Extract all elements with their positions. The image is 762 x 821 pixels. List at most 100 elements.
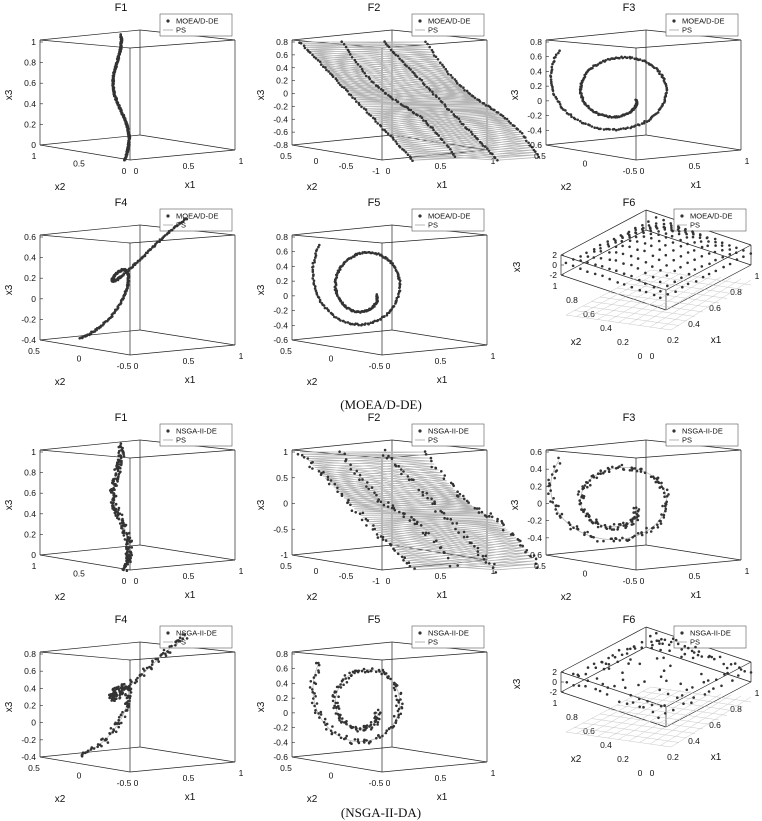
solution-point bbox=[471, 95, 475, 98]
solution-point bbox=[392, 686, 396, 690]
solution-point bbox=[653, 66, 656, 70]
solution-point bbox=[114, 308, 117, 312]
x2-tick-label: 0.6 bbox=[583, 726, 595, 736]
box-edge bbox=[665, 661, 752, 708]
solution-point bbox=[361, 70, 365, 73]
solution-point bbox=[576, 493, 580, 496]
x1-axis-label: x1 bbox=[691, 590, 702, 601]
solution-point bbox=[633, 467, 637, 470]
solution-point bbox=[667, 643, 671, 647]
solution-point bbox=[473, 544, 476, 548]
solution-point bbox=[388, 727, 391, 730]
solution-point bbox=[384, 731, 388, 735]
solution-point bbox=[336, 490, 339, 493]
solution-point bbox=[117, 475, 120, 478]
solution-point bbox=[614, 245, 618, 249]
x2-tick-label: 1 bbox=[553, 698, 558, 708]
solution-point bbox=[611, 465, 614, 469]
solution-point bbox=[444, 67, 447, 71]
solution-point bbox=[625, 652, 629, 655]
x2-tick-label: 0 bbox=[583, 569, 588, 579]
solution-point bbox=[480, 142, 483, 145]
solution-point bbox=[383, 672, 387, 676]
solution-point bbox=[693, 241, 696, 244]
x2-axis-label: x2 bbox=[561, 182, 572, 193]
solution-point bbox=[742, 255, 745, 258]
solution-point bbox=[384, 130, 388, 134]
solution-point bbox=[130, 553, 133, 557]
solution-point bbox=[375, 493, 378, 497]
solution-point bbox=[612, 237, 616, 241]
solution-point bbox=[402, 515, 405, 518]
ps-line bbox=[550, 460, 667, 540]
solution-point bbox=[586, 485, 589, 489]
solution-point bbox=[437, 97, 441, 100]
solution-point bbox=[425, 492, 429, 495]
z-axis-label: x3 bbox=[510, 89, 521, 100]
solution-point bbox=[385, 456, 389, 460]
solution-point bbox=[151, 659, 154, 663]
solution-point bbox=[657, 233, 660, 236]
solution-point bbox=[608, 267, 611, 271]
solution-point bbox=[358, 512, 362, 515]
solution-point bbox=[631, 467, 635, 470]
solution-point bbox=[634, 235, 638, 239]
solution-point bbox=[576, 118, 579, 122]
solution-point bbox=[454, 527, 457, 531]
solution-point bbox=[318, 300, 322, 304]
z-tick-label: 0.6 bbox=[24, 78, 36, 88]
solution-point bbox=[430, 48, 434, 52]
solution-point bbox=[427, 532, 430, 535]
box-edge bbox=[545, 449, 637, 459]
solution-point bbox=[396, 100, 400, 104]
solution-point bbox=[368, 77, 372, 81]
solution-point bbox=[614, 537, 617, 540]
solution-point bbox=[599, 469, 602, 472]
solution-point bbox=[311, 688, 314, 691]
solution-point bbox=[314, 252, 317, 255]
solution-point bbox=[664, 92, 668, 95]
solution-point bbox=[636, 248, 639, 251]
solution-point bbox=[346, 321, 350, 324]
solution-point bbox=[418, 77, 422, 81]
solution-point bbox=[583, 484, 587, 487]
solution-point bbox=[580, 94, 583, 98]
panel-title: F6 bbox=[623, 197, 636, 209]
z-tick-label: 0.2 bbox=[276, 76, 288, 86]
solution-point bbox=[356, 730, 359, 733]
solution-point bbox=[395, 142, 399, 145]
solution-point bbox=[347, 50, 351, 53]
solution-point bbox=[713, 237, 717, 241]
solution-point bbox=[340, 721, 343, 724]
x1-tick-label: 1 bbox=[491, 566, 496, 576]
z-tick-label: 2 bbox=[552, 667, 557, 677]
solution-point bbox=[477, 507, 481, 510]
solution-point bbox=[424, 531, 428, 535]
solution-point bbox=[659, 704, 663, 708]
z-tick-label: 0.2 bbox=[530, 81, 542, 91]
legend-marker-icon bbox=[680, 214, 684, 218]
solution-point bbox=[428, 88, 432, 92]
solution-points bbox=[78, 217, 189, 340]
solution-point bbox=[708, 262, 711, 266]
z-axis-label: x3 bbox=[4, 284, 15, 295]
legend-entry-algorithm: NSGA-II-DE bbox=[428, 427, 469, 436]
solution-point bbox=[116, 513, 120, 516]
solution-point bbox=[640, 122, 644, 125]
solution-point bbox=[397, 292, 400, 296]
solution-point bbox=[691, 235, 695, 239]
x2-axis-label: x2 bbox=[571, 754, 582, 765]
solution-point bbox=[343, 737, 346, 741]
solution-point bbox=[424, 453, 428, 456]
solution-point bbox=[557, 456, 560, 460]
solution-point bbox=[694, 645, 697, 649]
x2-tick-label: 0 bbox=[329, 354, 334, 364]
x2-tick-label: -0.5 bbox=[623, 166, 638, 176]
solution-point bbox=[375, 319, 379, 323]
solution-point bbox=[440, 511, 444, 514]
solution-point bbox=[128, 531, 131, 535]
solution-point bbox=[565, 111, 569, 115]
solution-point bbox=[480, 510, 484, 514]
box-edge bbox=[291, 641, 393, 653]
